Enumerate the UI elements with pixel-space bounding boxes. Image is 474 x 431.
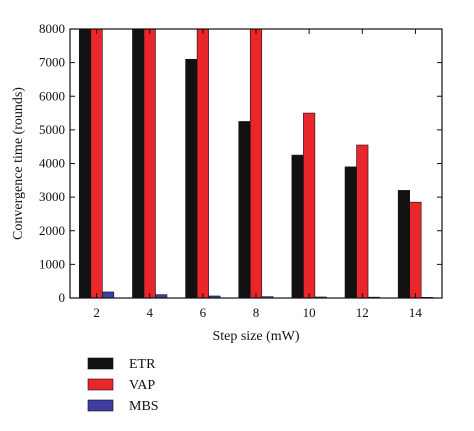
y-tick-label: 1000 [39,256,65,271]
x-tick-label: 12 [356,305,369,320]
bar-etr-10 [291,154,304,299]
bar-vap-10 [303,112,316,299]
x-tick-label: 14 [409,305,423,320]
x-tick-label: 10 [303,305,316,320]
bars-layer [79,28,433,299]
bar-etr-12 [344,166,357,299]
x-tick-label: 8 [253,305,260,320]
bar-vap-12 [356,144,369,299]
y-tick-label: 3000 [39,189,65,204]
bar-etr-14 [397,190,410,299]
y-tick-label: 5000 [39,122,65,137]
bar-etr-4 [132,28,145,299]
bar-etr-2 [79,28,92,299]
bar-etr-8 [238,121,251,299]
legend-swatch-mbs [87,399,114,412]
legend-swatch-etr [87,357,114,370]
x-tick-label: 6 [200,305,207,320]
bar-mbs-2 [102,291,115,299]
legend: ETR VAP MBS [87,357,159,414]
legend-swatch-vap [87,378,114,391]
bar-vap-14 [409,201,422,299]
legend-label-vap: VAP [129,378,155,393]
y-axis: 0 1000 2000 3000 4000 5000 6000 7000 8000 [39,21,442,305]
y-tick-label: 2000 [39,223,65,238]
x-axis: 2 4 6 8 10 12 14 [93,29,422,320]
y-tick-label: 0 [59,290,66,305]
x-axis-title: Step size (mW) [212,329,299,344]
bar-vap-6 [196,28,209,299]
y-axis-title: Convergence time (rounds) [11,87,26,240]
x-tick-label: 2 [93,305,100,320]
legend-label-mbs: MBS [129,399,159,414]
bar-vap-2 [90,28,103,299]
y-tick-label: 8000 [39,21,65,36]
y-tick-label: 6000 [39,88,65,103]
y-tick-label: 7000 [39,55,65,70]
bar-vap-4 [143,28,156,299]
x-tick-label: 4 [146,305,153,320]
bar-etr-6 [185,58,198,299]
legend-label-etr: ETR [129,357,156,372]
bar-vap-8 [249,28,263,299]
y-tick-label: 4000 [39,156,65,171]
